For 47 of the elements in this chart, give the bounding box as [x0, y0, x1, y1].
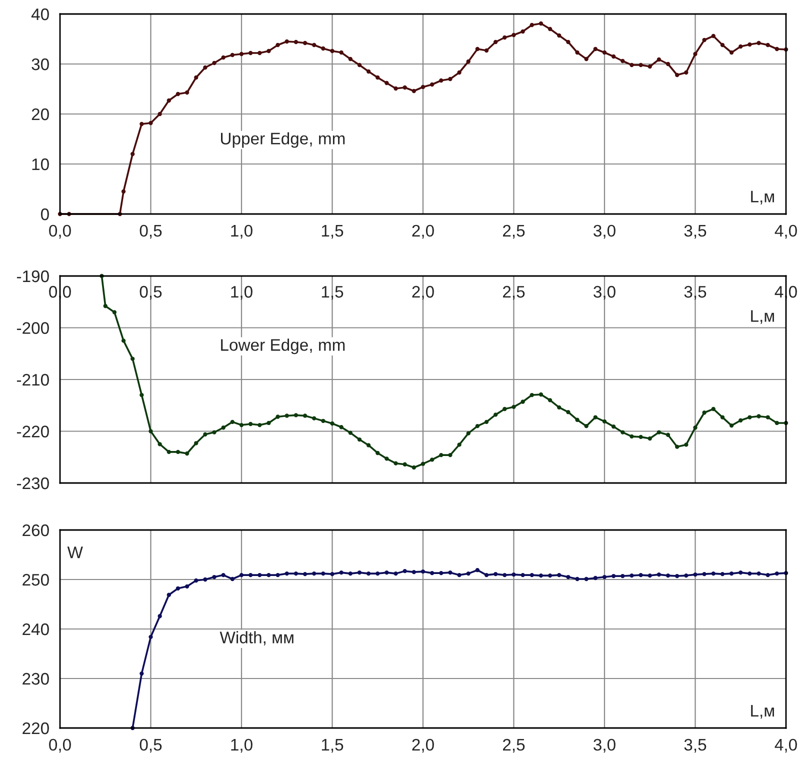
x-tick-label: 0,5: [140, 738, 162, 753]
x-tick-label: 0,0: [49, 224, 71, 239]
x-tick-label: 4,0: [774, 224, 797, 239]
y-tick-label: 260: [22, 524, 49, 536]
x-axis-title: L,м: [751, 310, 774, 324]
x-axis-title: L,м: [751, 190, 774, 204]
y-tick-label: 10: [32, 158, 49, 170]
x-tick-label: 0,0: [49, 738, 71, 753]
annotation: Width, мм: [220, 631, 294, 646]
y-tick-label: 230: [22, 672, 49, 685]
y-tick-label: 220: [22, 722, 49, 734]
x-tick-label: 0,5: [140, 224, 162, 239]
annotation: Lower Edge, mm: [221, 338, 345, 354]
x-tick-label: 1,5: [322, 225, 344, 239]
y-tick-label: 30: [32, 58, 49, 70]
y-tick-label: 0: [40, 208, 49, 220]
y-tick-label: 20: [32, 108, 49, 120]
x-tick-label: 3,5: [684, 224, 706, 239]
y-tick-label: 40: [31, 8, 49, 20]
x-axis-title: L,м: [751, 705, 774, 719]
x-tick-label: 2,0: [412, 738, 434, 753]
y-tick-label: -220: [16, 426, 49, 438]
y-tick-label: -230: [16, 477, 49, 490]
x-tick-label: 2,0: [412, 224, 434, 239]
y-axis-title: W: [67, 546, 83, 558]
x-tick-label: 3,0: [594, 286, 616, 300]
annotation: Upper Edge, mm: [221, 132, 345, 148]
x-tick-label: 1,0: [231, 224, 252, 239]
x-tick-label: 3,5: [684, 286, 706, 300]
x-tick-label: 2,0: [412, 286, 434, 300]
x-tick-label: 0,5: [140, 286, 162, 300]
x-tick-label: 1,0: [231, 738, 252, 753]
x-tick-label: 4,0: [774, 738, 797, 753]
x-tick-label: 2,5: [503, 224, 525, 239]
y-tick-label: -200: [16, 322, 49, 334]
x-tick-label: 1,5: [322, 286, 344, 300]
x-tick-label: 2,5: [503, 738, 525, 753]
y-tick-label: 240: [22, 623, 49, 636]
x-tick-label: 3,0: [594, 224, 616, 239]
x-tick-label: 3,5: [684, 738, 706, 753]
y-tick-label: -190: [16, 270, 49, 282]
x-tick-label: 2,5: [503, 286, 525, 300]
x-tick-label: 1,5: [322, 739, 344, 753]
x-tick-label: 3,0: [594, 738, 616, 753]
y-tick-label: -210: [16, 374, 49, 386]
y-tick-label: 250: [22, 574, 49, 586]
x-tick-label: 1,0: [231, 286, 252, 300]
